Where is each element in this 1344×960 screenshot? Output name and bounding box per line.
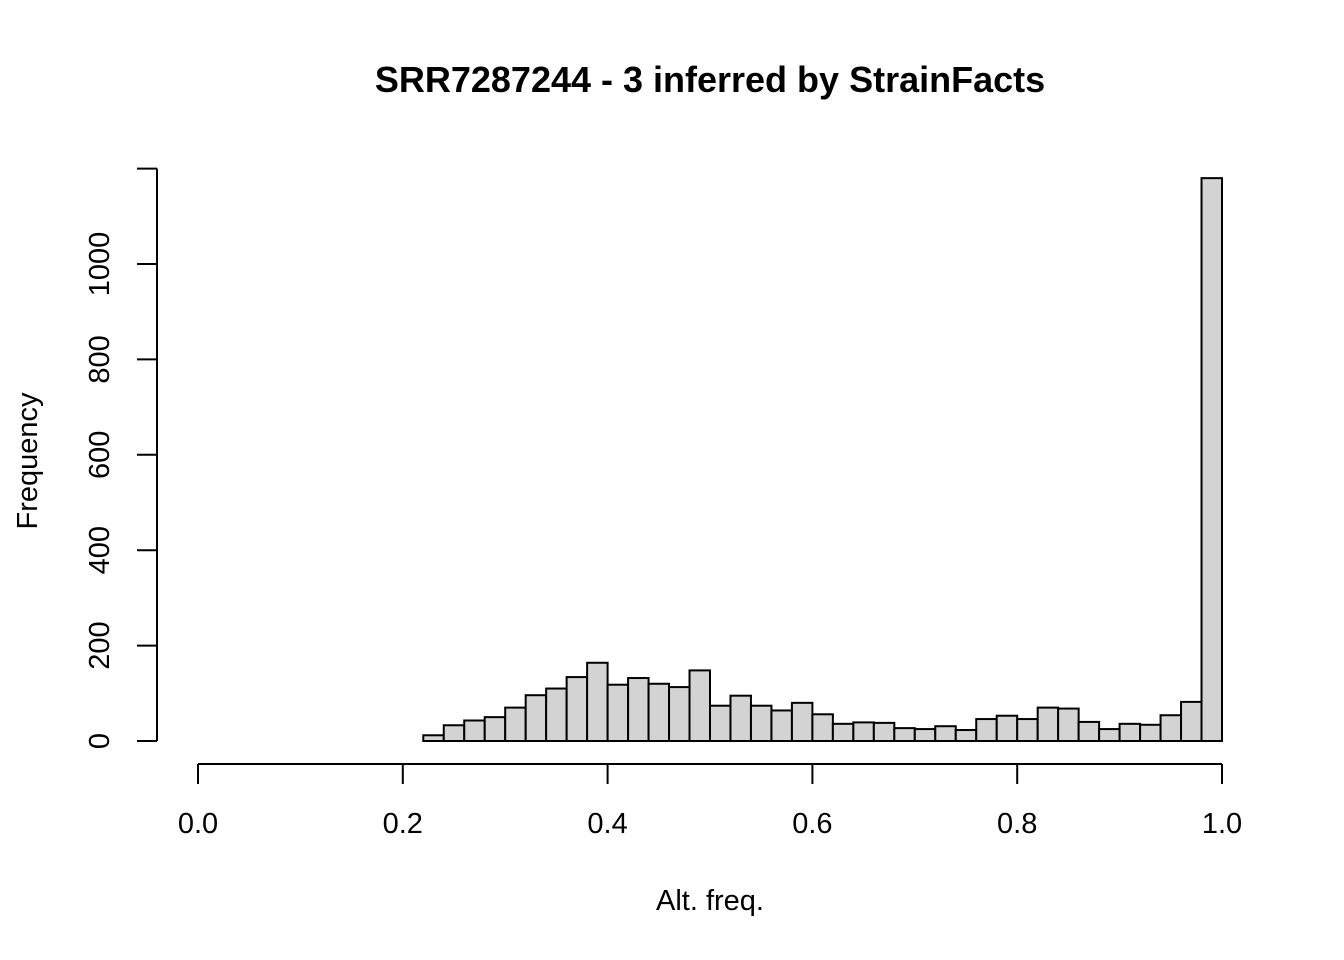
y-tick-label: 400	[84, 526, 116, 574]
x-tick-label: 1.0	[1202, 808, 1242, 840]
y-tick-label: 800	[84, 335, 116, 383]
y-tick-label: 0	[84, 733, 116, 749]
histogram-bar	[1200, 177, 1224, 742]
histogram-bar	[647, 682, 671, 743]
histogram-bar	[811, 713, 834, 743]
histogram-bar	[1159, 714, 1183, 743]
histogram-bar	[1077, 720, 1101, 742]
x-tick-label: 0.2	[383, 808, 423, 840]
histogram-bar	[913, 728, 937, 743]
histogram-bar	[852, 721, 875, 742]
histogram-bar	[729, 694, 752, 742]
histogram-bar	[954, 729, 978, 742]
x-tick-label: 0.4	[587, 808, 627, 840]
histogram-bar	[790, 701, 814, 743]
bars-group	[422, 177, 1224, 743]
histogram-bar	[524, 694, 548, 743]
histogram-bar	[565, 676, 589, 742]
chart-title: SRR7287244 - 3 inferred by StrainFacts	[375, 59, 1045, 100]
y-tick-label: 200	[84, 621, 116, 669]
histogram-bar	[749, 704, 773, 743]
histogram-bar	[1180, 700, 1203, 742]
y-tick-label: 1000	[84, 232, 116, 297]
histogram-bar	[1036, 706, 1060, 742]
histogram-bar	[627, 677, 650, 743]
histogram-bar	[442, 724, 466, 742]
histogram-bar	[709, 704, 732, 743]
histogram-bar	[934, 725, 957, 743]
histogram-bar	[483, 716, 507, 743]
histogram-bar	[463, 719, 486, 743]
histogram-bar	[606, 683, 630, 742]
histogram-bar	[688, 669, 712, 742]
x-axis: 0.0 0.2 0.4 0.6 0.8 1.0	[178, 763, 1242, 840]
x-tick-label: 0.6	[792, 808, 832, 840]
x-tick-label: 0.0	[178, 808, 218, 840]
histogram-bar	[1118, 722, 1142, 743]
histogram-bar	[893, 727, 916, 742]
histogram-bar	[1057, 707, 1080, 743]
histogram-bar	[1139, 723, 1162, 742]
x-tick-label: 0.8	[997, 808, 1037, 840]
y-axis-label: Frequency	[12, 392, 44, 530]
histogram-bar	[975, 718, 998, 742]
x-axis-label: Alt. freq.	[656, 885, 764, 917]
histogram-bar	[872, 721, 896, 743]
y-tick-label: 600	[84, 431, 116, 479]
histogram-bar	[586, 661, 609, 742]
histogram-bar	[770, 709, 793, 742]
histogram-bar	[422, 734, 445, 743]
histogram-bar	[831, 722, 855, 743]
histogram-bar	[668, 686, 691, 742]
histogram-bar	[545, 687, 568, 743]
y-axis: 0 200 400 600 800 1000	[84, 167, 158, 749]
histogram-bar	[1016, 718, 1039, 742]
histogram-bar	[1098, 728, 1121, 743]
histogram-bar	[995, 714, 1019, 742]
histogram-bar	[504, 706, 527, 742]
